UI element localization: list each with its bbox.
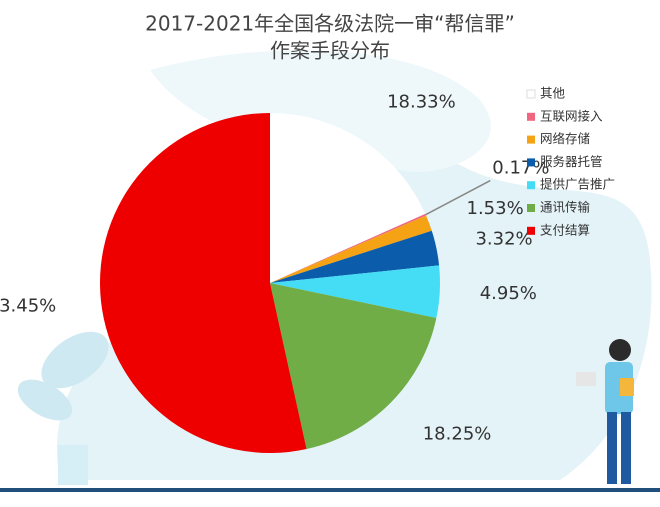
pie-slice <box>270 283 437 450</box>
legend-swatch <box>527 204 535 212</box>
chart-title: 2017-2021年全国各级法院一审“帮信罪” <box>145 12 515 36</box>
legend-label: 支付结算 <box>540 222 590 237</box>
legend-swatch <box>527 181 535 190</box>
data-label: 0.17% <box>492 158 549 179</box>
legend-label: 其他 <box>540 86 566 101</box>
data-label: 18.25% <box>423 423 492 444</box>
legend-label: 通讯传输 <box>540 200 591 215</box>
legend-label: 提供广告推广 <box>540 177 615 192</box>
pie-slice <box>270 265 441 318</box>
pie-slice <box>270 113 426 283</box>
legend-label: 互联网接入 <box>540 108 603 123</box>
leader-line <box>425 179 491 216</box>
data-label: 3.32% <box>475 229 532 250</box>
pie-slice <box>270 213 427 283</box>
pie-slice <box>270 230 440 283</box>
legend-swatch <box>527 226 535 235</box>
legend-label: 服务器托管 <box>540 154 603 169</box>
person-illustration <box>576 339 634 484</box>
data-label: 18.33% <box>387 92 456 113</box>
data-label: 4.95% <box>480 283 537 304</box>
legend-swatch <box>527 158 535 167</box>
legend-swatch <box>527 112 535 121</box>
legend-swatch <box>527 135 535 144</box>
data-label: 1.53% <box>467 198 524 219</box>
legend-swatch <box>526 89 536 99</box>
pie-slice <box>100 113 307 453</box>
legend-label: 网络存储 <box>540 131 590 146</box>
chart-subtitle: 作案手段分布 <box>270 39 390 63</box>
data-label: 53.45% <box>0 295 56 316</box>
pie-slice <box>270 215 432 283</box>
